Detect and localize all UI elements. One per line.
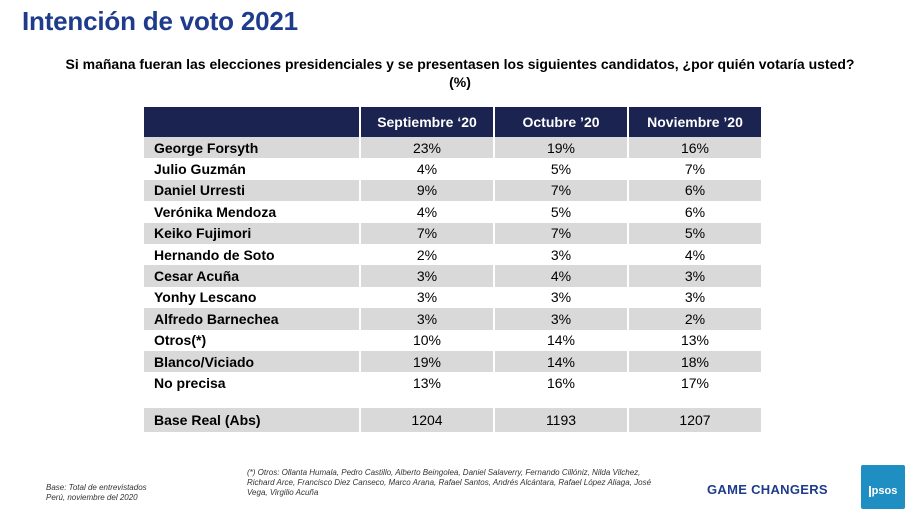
vote-percent-cell: 13% xyxy=(359,372,493,394)
logo-text: Ipsos xyxy=(868,485,898,497)
vote-percent-cell: 4% xyxy=(493,265,627,287)
vote-percent-cell: 14% xyxy=(493,350,627,373)
candidate-name: Verónika Mendoza xyxy=(144,201,359,223)
candidate-name: Blanco/Viciado xyxy=(144,350,359,373)
base-count-cell: 1207 xyxy=(627,407,761,432)
vote-percent-cell: 3% xyxy=(359,265,493,287)
table-header-row: Septiembre ‘20 Octubre ’20 Noviembre ’20 xyxy=(144,107,761,137)
vote-percent-cell: 10% xyxy=(359,329,493,351)
header-blank-cell xyxy=(144,107,359,137)
table-row: Alfredo Barnechea 3% 3% 2% xyxy=(144,308,761,330)
vote-percent-cell: 14% xyxy=(493,329,627,351)
candidate-name: George Forsyth xyxy=(144,137,359,159)
base-note: Base: Total de entrevistados Perú, novie… xyxy=(46,483,147,503)
vote-percent-cell: 17% xyxy=(627,372,761,394)
survey-question: Si mañana fueran las elecciones presiden… xyxy=(65,56,855,90)
vote-percent-cell: 2% xyxy=(627,308,761,330)
vote-percent-cell: 9% xyxy=(359,179,493,202)
vote-percent-cell: 3% xyxy=(493,286,627,309)
candidate-name: Daniel Urresti xyxy=(144,179,359,202)
vote-percent-cell: 13% xyxy=(627,329,761,351)
column-header: Octubre ’20 xyxy=(493,107,627,137)
vote-percent-cell: 18% xyxy=(627,350,761,373)
table-row: George Forsyth 23% 19% 16% xyxy=(144,137,761,159)
table-row: Otros(*) 10% 14% 13% xyxy=(144,329,761,351)
others-footnote: (*) Otros: Ollanta Humala, Pedro Castill… xyxy=(247,468,652,497)
vote-percent-cell: 19% xyxy=(493,137,627,159)
vote-percent-cell: 3% xyxy=(359,308,493,330)
table-spacer-row xyxy=(144,393,761,408)
base-note-line: Base: Total de entrevistados xyxy=(46,483,147,492)
base-note-line: Perú, noviembre del 2020 xyxy=(46,493,138,502)
table-row: Julio Guzmán 4% 5% 7% xyxy=(144,158,761,180)
base-count-cell: 1193 xyxy=(493,407,627,432)
base-label: Base Real (Abs) xyxy=(144,407,359,432)
page-title: Intención de voto 2021 xyxy=(22,6,298,36)
vote-percent-cell: 3% xyxy=(493,308,627,330)
spacer-cell xyxy=(627,393,761,408)
table-row: Blanco/Viciado 19% 14% 18% xyxy=(144,350,761,373)
base-row: Base Real (Abs) 1204 1193 1207 xyxy=(144,407,761,432)
table-row: Daniel Urresti 9% 7% 6% xyxy=(144,179,761,202)
candidate-name: Alfredo Barnechea xyxy=(144,308,359,330)
vote-percent-cell: 16% xyxy=(493,372,627,394)
vote-percent-cell: 7% xyxy=(493,222,627,244)
vote-percent-cell: 3% xyxy=(493,243,627,266)
results-table: Septiembre ‘20 Octubre ’20 Noviembre ’20… xyxy=(144,107,761,432)
vote-percent-cell: 23% xyxy=(359,137,493,159)
vote-percent-cell: 5% xyxy=(493,201,627,223)
vote-percent-cell: 5% xyxy=(493,158,627,180)
table-row: Cesar Acuña 3% 4% 3% xyxy=(144,265,761,287)
table-body: George Forsyth 23% 19% 16% Julio Guzmán 4% 5% 7… xyxy=(144,137,761,432)
vote-percent-cell: 19% xyxy=(359,350,493,373)
table-row: Hernando de Soto 2% 3% 4% xyxy=(144,243,761,266)
vote-percent-cell: 4% xyxy=(627,243,761,266)
table-row: No precisa 13% 16% 17% xyxy=(144,372,761,394)
column-header: Noviembre ’20 xyxy=(627,107,761,137)
vote-percent-cell: 7% xyxy=(359,222,493,244)
game-changers-tagline: GAME CHANGERS xyxy=(707,482,828,497)
candidate-name: Julio Guzmán xyxy=(144,158,359,180)
vote-percent-cell: 2% xyxy=(359,243,493,266)
vote-percent-cell: 6% xyxy=(627,201,761,223)
vote-percent-cell: 4% xyxy=(359,201,493,223)
spacer-cell xyxy=(144,393,359,408)
vote-percent-cell: 16% xyxy=(627,137,761,159)
candidate-name: Cesar Acuña xyxy=(144,265,359,287)
candidate-name: Keiko Fujimori xyxy=(144,222,359,244)
vote-percent-cell: 7% xyxy=(627,158,761,180)
vote-percent-cell: 6% xyxy=(627,179,761,202)
column-header: Septiembre ‘20 xyxy=(359,107,493,137)
candidate-name: Otros(*) xyxy=(144,329,359,351)
vote-percent-cell: 7% xyxy=(493,179,627,202)
candidate-name: No precisa xyxy=(144,372,359,394)
table-row: Verónika Mendoza 4% 5% 6% xyxy=(144,201,761,223)
logo-bar xyxy=(869,486,871,497)
ipsos-logo: Ipsos xyxy=(861,465,905,509)
table-row: Keiko Fujimori 7% 7% 5% xyxy=(144,222,761,244)
spacer-cell xyxy=(493,393,627,408)
vote-percent-cell: 3% xyxy=(627,265,761,287)
candidate-name: Hernando de Soto xyxy=(144,243,359,266)
spacer-cell xyxy=(359,393,493,408)
vote-percent-cell: 3% xyxy=(359,286,493,309)
base-count-cell: 1204 xyxy=(359,407,493,432)
vote-percent-cell: 3% xyxy=(627,286,761,309)
vote-percent-cell: 4% xyxy=(359,158,493,180)
table-row: Yonhy Lescano 3% 3% 3% xyxy=(144,286,761,309)
vote-percent-cell: 5% xyxy=(627,222,761,244)
candidate-name: Yonhy Lescano xyxy=(144,286,359,309)
